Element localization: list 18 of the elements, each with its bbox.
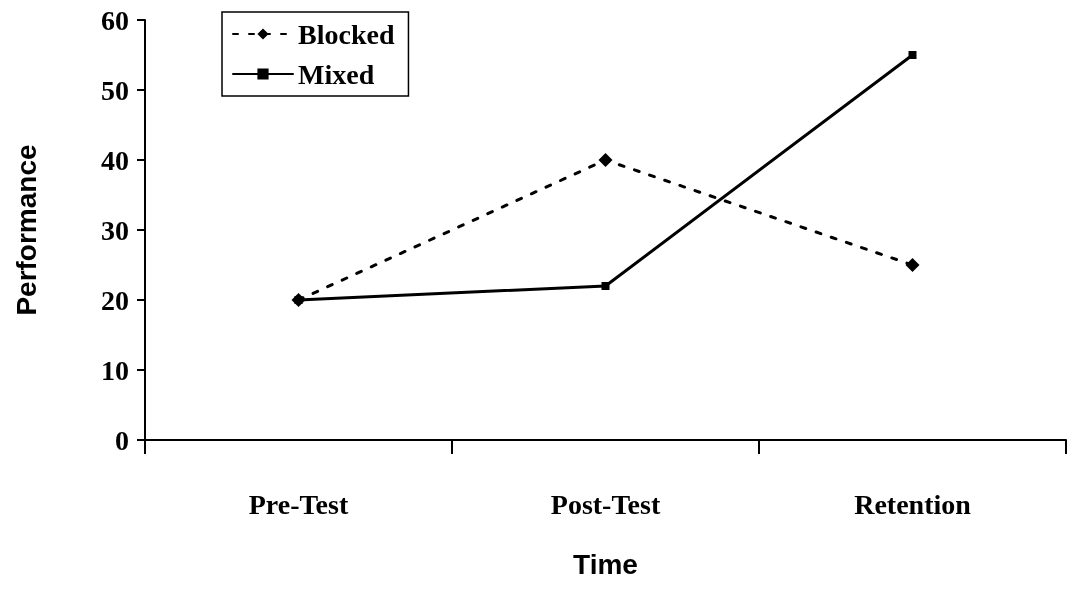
y-tick-label: 50	[101, 74, 129, 106]
y-axis-title: Performance	[10, 144, 42, 316]
y-tick-label: 20	[101, 284, 129, 316]
legend-label: Blocked	[298, 18, 395, 50]
point	[598, 153, 613, 167]
y-tick-label: 10	[101, 354, 129, 386]
x-axis-title: Time	[573, 548, 638, 580]
y-tick-label: 30	[101, 214, 129, 246]
point	[908, 51, 917, 59]
point	[601, 282, 610, 290]
y-tick-label: 40	[101, 144, 129, 176]
x-tick-label: Retention	[854, 488, 972, 520]
y-tick-label: 60	[101, 4, 129, 36]
x-tick-label: Post-Test	[550, 488, 661, 520]
x-tick-label: Pre-Test	[248, 488, 349, 520]
legend-label: Mixed	[298, 58, 375, 90]
point	[905, 258, 920, 272]
y-tick-label: 0	[115, 424, 129, 456]
